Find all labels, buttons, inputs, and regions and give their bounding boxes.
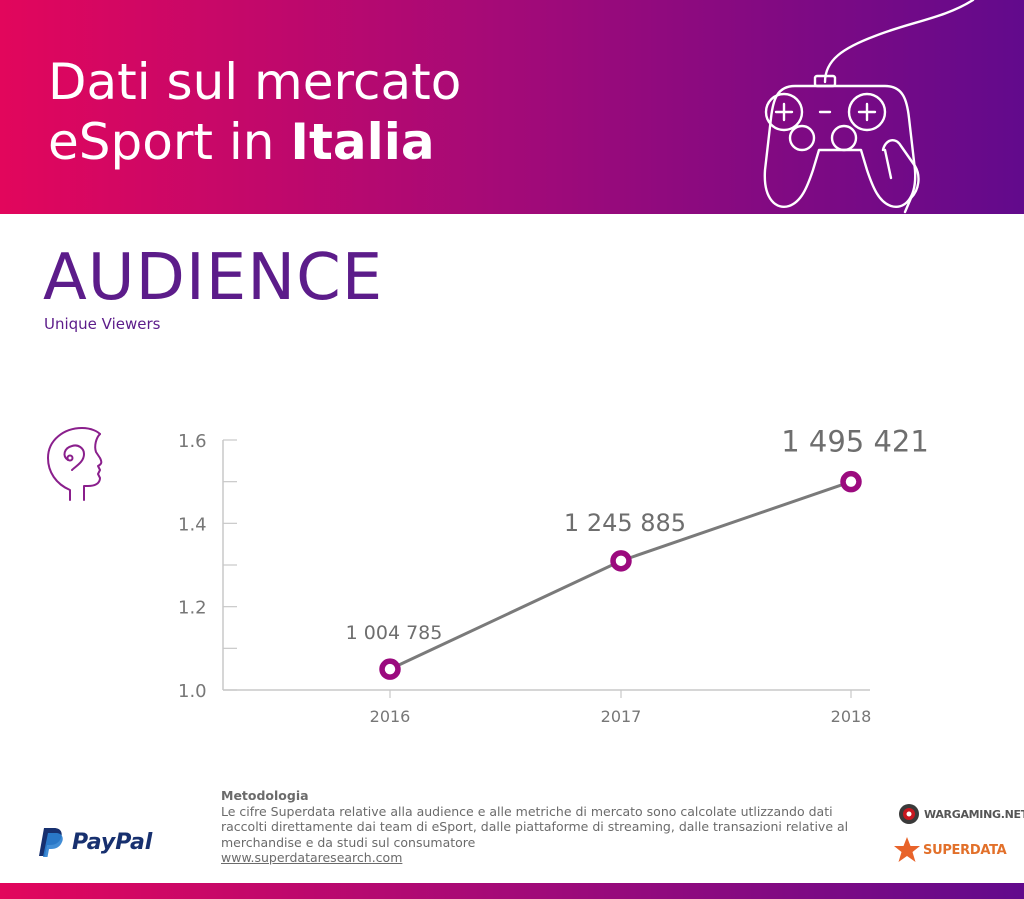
- data-markers: [379, 470, 862, 680]
- x-tick-label: 2017: [601, 707, 642, 726]
- methodology-title: Metodologia: [221, 788, 309, 803]
- title-line-1: Dati sul mercato: [48, 53, 462, 111]
- data-point: [840, 470, 862, 493]
- footer-bar: [0, 883, 1024, 899]
- methodology-note: Metodologia Le cifre Superdata relative …: [221, 788, 861, 866]
- data-point: [379, 658, 401, 680]
- y-tick-labels: 1.0 1.2 1.4 1.6: [178, 431, 207, 702]
- head-profile-icon: [47, 427, 103, 501]
- wargaming-logo: WARGAMING.NET: [898, 803, 1024, 825]
- paypal-wordmark: PayPal: [72, 829, 153, 855]
- x-tick-label: 2018: [831, 707, 872, 726]
- section-title: AUDIENCE: [43, 241, 384, 315]
- title-line-2-bold: Italia: [290, 113, 435, 171]
- title-line-2-prefix: eSport in: [48, 113, 275, 171]
- paypal-icon: [39, 828, 63, 857]
- data-label: 1 004 785: [346, 622, 443, 644]
- y-tick-label: 1.0: [178, 681, 207, 702]
- y-tick-label: 1.6: [178, 431, 207, 452]
- methodology-link[interactable]: www.superdataresearch.com: [221, 850, 403, 865]
- data-point: [610, 550, 632, 572]
- data-label: 1 245 885: [564, 509, 686, 537]
- methodology-text: Le cifre Superdata relative alla audienc…: [221, 803, 849, 850]
- header-banner: Dati sul mercato eSport in Italia: [0, 0, 1024, 214]
- superdata-wordmark: SUPERDATA: [923, 842, 1007, 858]
- x-tick-labels: 2016 2017 2018: [370, 707, 872, 726]
- x-tick-label: 2016: [370, 707, 411, 726]
- data-label: 1 495 421: [781, 425, 929, 459]
- y-tick-label: 1.2: [178, 598, 207, 619]
- wargaming-icon: [899, 804, 919, 824]
- star-icon: [894, 837, 920, 862]
- y-minor-ticks: [223, 439, 237, 691]
- wargaming-wordmark: WARGAMING.NET: [924, 807, 1024, 821]
- y-tick-label: 1.4: [178, 514, 207, 535]
- section-subtitle: Unique Viewers: [44, 315, 161, 333]
- x-tick-marks: [389, 690, 852, 698]
- paypal-logo: PayPal: [38, 826, 152, 858]
- page-title: Dati sul mercato eSport in Italia: [48, 52, 461, 172]
- superdata-logo: SUPERDATA: [893, 836, 1007, 864]
- game-controller-icon: [763, 0, 975, 214]
- data-labels: 1 004 785 1 245 885 1 495 421: [346, 425, 929, 645]
